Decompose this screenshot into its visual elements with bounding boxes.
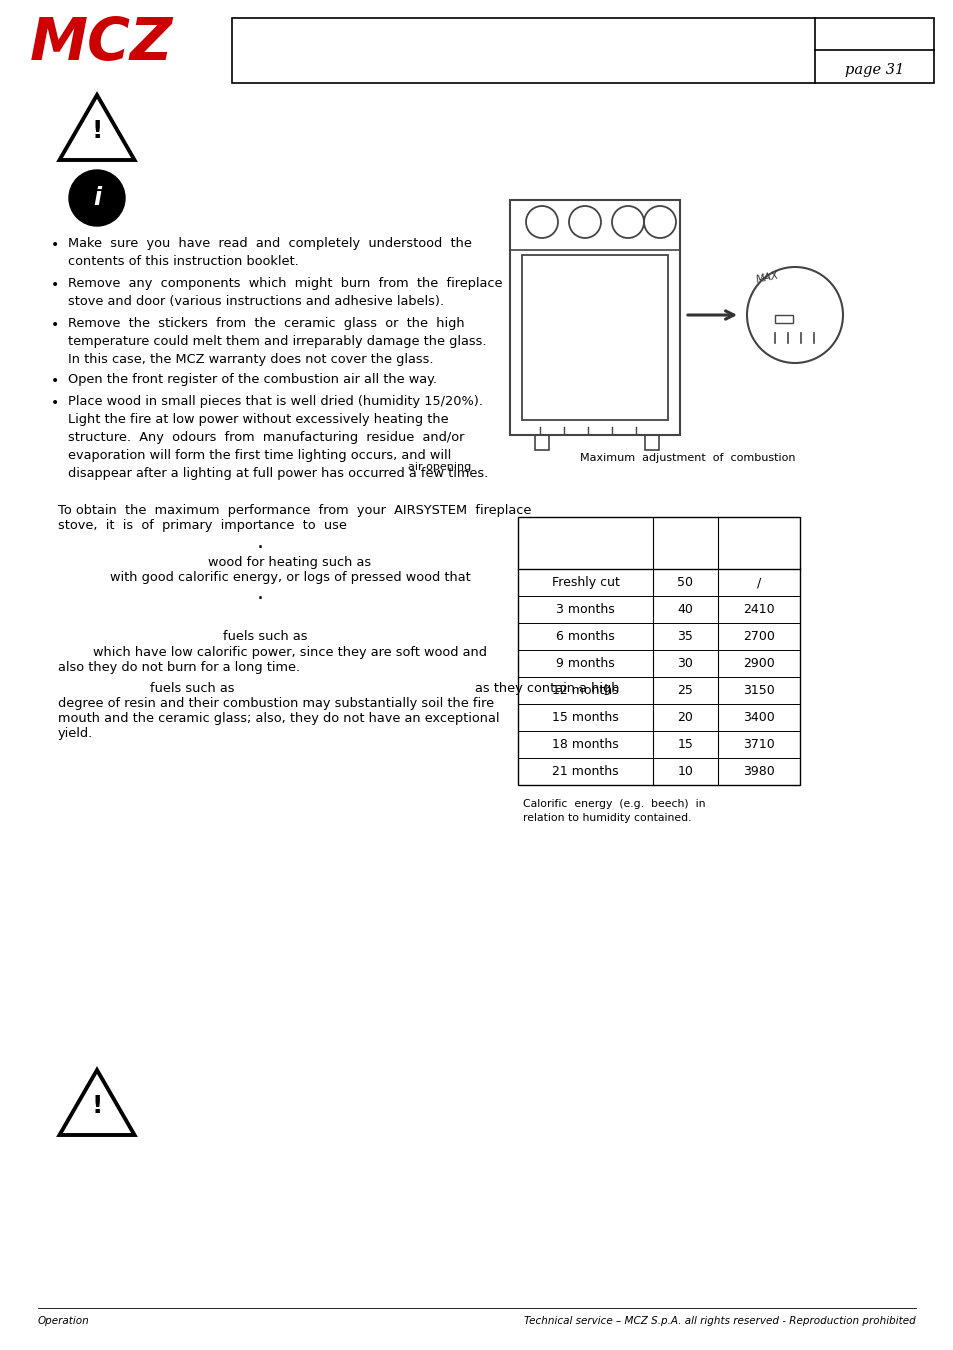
Bar xyxy=(774,315,792,323)
Bar xyxy=(517,517,800,784)
Text: •: • xyxy=(51,396,59,410)
Text: ·: · xyxy=(256,539,263,558)
Text: which have low calorific power, since they are soft wood and: which have low calorific power, since th… xyxy=(92,647,486,659)
Text: i: i xyxy=(92,186,101,211)
Text: Freshly cut: Freshly cut xyxy=(551,576,618,589)
Text: To obtain  the  maximum  performance  from  your  AIRSYSTEM  fireplace: To obtain the maximum performance from y… xyxy=(58,504,531,517)
Text: 50: 50 xyxy=(677,576,693,589)
Text: with good calorific energy, or logs of pressed wood that: with good calorific energy, or logs of p… xyxy=(110,571,470,585)
Text: MAX: MAX xyxy=(754,270,779,285)
Text: 3 months: 3 months xyxy=(556,603,615,616)
Text: 2900: 2900 xyxy=(742,657,774,670)
Text: !: ! xyxy=(91,1094,103,1118)
Text: 20: 20 xyxy=(677,711,693,724)
Text: Open the front register of the combustion air all the way.: Open the front register of the combustio… xyxy=(68,373,436,386)
Text: Place wood in small pieces that is well dried (humidity 15/20%).
Light the fire : Place wood in small pieces that is well … xyxy=(68,396,488,481)
Text: •: • xyxy=(51,238,59,252)
Text: page 31: page 31 xyxy=(844,63,903,77)
Text: yield.: yield. xyxy=(58,728,93,740)
Bar xyxy=(644,435,659,450)
Text: 30: 30 xyxy=(677,657,693,670)
Text: 3710: 3710 xyxy=(742,738,774,751)
Text: 2700: 2700 xyxy=(742,630,774,643)
Text: 2410: 2410 xyxy=(742,603,774,616)
Bar xyxy=(521,255,667,420)
Text: 3400: 3400 xyxy=(742,711,774,724)
Text: also they do not burn for a long time.: also they do not burn for a long time. xyxy=(58,662,300,674)
Text: MCZ: MCZ xyxy=(30,15,173,72)
Text: air opening: air opening xyxy=(408,462,471,472)
Text: Calorific  energy  (e.g.  beech)  in: Calorific energy (e.g. beech) in xyxy=(522,799,705,809)
Bar xyxy=(535,435,548,450)
Text: 15 months: 15 months xyxy=(552,711,618,724)
Circle shape xyxy=(69,170,125,225)
Text: 12 months: 12 months xyxy=(552,684,618,697)
Text: •: • xyxy=(51,278,59,292)
Text: 25: 25 xyxy=(677,684,693,697)
Text: stove,  it  is  of  primary  importance  to  use: stove, it is of primary importance to us… xyxy=(58,518,347,532)
Text: /: / xyxy=(756,576,760,589)
Text: 3150: 3150 xyxy=(742,684,774,697)
Text: 6 months: 6 months xyxy=(556,630,615,643)
Text: Technical service – MCZ S.p.A. all rights reserved - Reproduction prohibited: Technical service – MCZ S.p.A. all right… xyxy=(524,1316,915,1326)
Text: Remove  any  components  which  might  burn  from  the  fireplace
stove and door: Remove any components which might burn f… xyxy=(68,277,502,308)
Text: •: • xyxy=(51,374,59,387)
Text: !: ! xyxy=(91,119,103,143)
Text: Maximum  adjustment  of  combustion: Maximum adjustment of combustion xyxy=(579,454,795,463)
Text: ·: · xyxy=(256,589,263,609)
Text: fuels such as: fuels such as xyxy=(222,630,307,643)
Text: 15: 15 xyxy=(677,738,693,751)
Text: fuels such as: fuels such as xyxy=(150,682,234,695)
Text: 9 months: 9 months xyxy=(556,657,615,670)
Text: 10: 10 xyxy=(677,765,693,778)
Text: •: • xyxy=(51,319,59,332)
Text: Operation: Operation xyxy=(38,1316,90,1326)
Bar xyxy=(232,18,933,82)
Text: 40: 40 xyxy=(677,603,693,616)
Text: mouth and the ceramic glass; also, they do not have an exceptional: mouth and the ceramic glass; also, they … xyxy=(58,711,499,725)
Text: 35: 35 xyxy=(677,630,693,643)
Text: 3980: 3980 xyxy=(742,765,774,778)
Text: relation to humidity contained.: relation to humidity contained. xyxy=(522,813,691,823)
Text: degree of resin and their combustion may substantially soil the fire: degree of resin and their combustion may… xyxy=(58,697,494,710)
Bar xyxy=(510,200,679,435)
Text: as they contain a high: as they contain a high xyxy=(475,682,618,695)
Text: 18 months: 18 months xyxy=(552,738,618,751)
Text: wood for heating such as: wood for heating such as xyxy=(208,556,371,568)
Text: Make  sure  you  have  read  and  completely  understood  the
contents of this i: Make sure you have read and completely u… xyxy=(68,238,472,269)
Text: Remove  the  stickers  from  the  ceramic  glass  or  the  high
temperature coul: Remove the stickers from the ceramic gla… xyxy=(68,317,486,366)
Text: 21 months: 21 months xyxy=(552,765,618,778)
